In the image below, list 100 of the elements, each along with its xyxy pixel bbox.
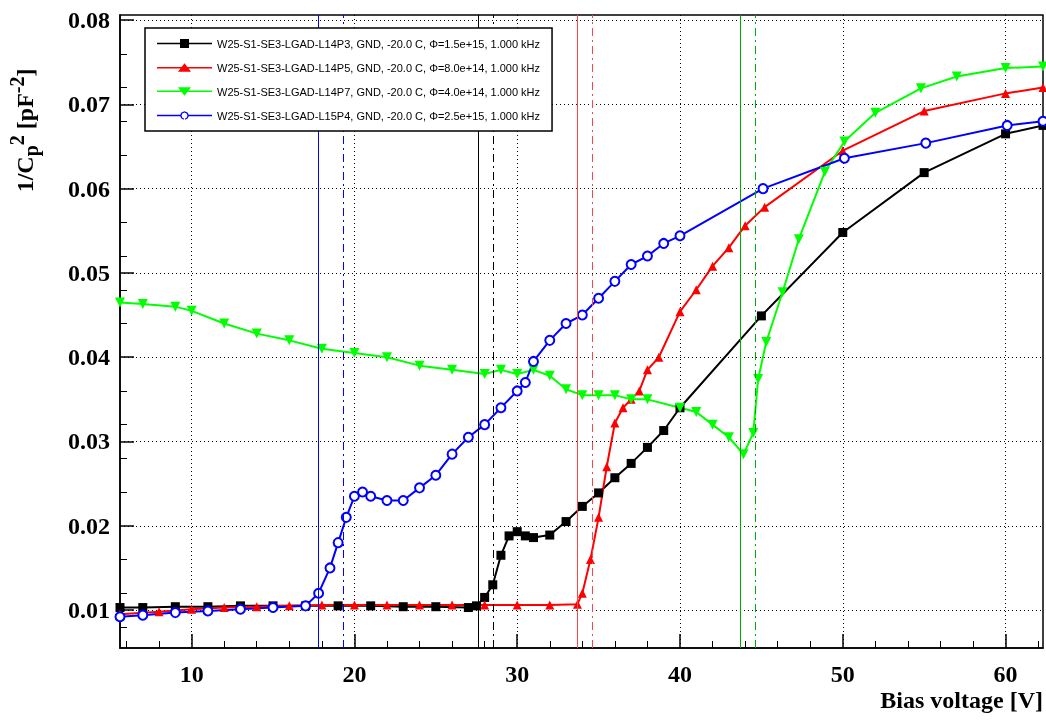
point bbox=[527, 355, 539, 367]
point bbox=[414, 482, 426, 494]
point bbox=[753, 374, 764, 385]
point bbox=[397, 495, 409, 506]
point bbox=[495, 364, 506, 375]
point bbox=[446, 448, 458, 460]
point bbox=[838, 227, 848, 237]
point bbox=[691, 406, 702, 417]
point bbox=[707, 419, 718, 430]
point bbox=[708, 261, 718, 271]
point bbox=[870, 107, 881, 118]
point bbox=[463, 603, 473, 613]
point bbox=[447, 364, 458, 375]
point bbox=[777, 287, 788, 298]
point bbox=[1001, 119, 1013, 131]
y-tick-label: 0.01 bbox=[68, 597, 110, 624]
point bbox=[495, 402, 507, 414]
point bbox=[1001, 88, 1011, 98]
point bbox=[365, 490, 377, 502]
point bbox=[431, 602, 441, 612]
point bbox=[219, 603, 229, 613]
legend-label: W25-S1-SE3-LGAD-L14P3, GND, -20.0 C, Φ=1.5e+15, 1.000 kHz bbox=[217, 37, 541, 50]
point bbox=[512, 600, 522, 610]
point bbox=[919, 168, 929, 178]
point bbox=[609, 275, 621, 287]
y-tick-label: 0.08 bbox=[68, 7, 110, 34]
point bbox=[398, 602, 408, 612]
point bbox=[462, 431, 474, 443]
point bbox=[114, 611, 126, 623]
point bbox=[618, 403, 628, 413]
point bbox=[504, 531, 514, 541]
point bbox=[1000, 63, 1011, 74]
point bbox=[577, 588, 587, 598]
point bbox=[919, 106, 929, 116]
point bbox=[348, 490, 360, 502]
point bbox=[544, 370, 555, 381]
point bbox=[234, 603, 246, 615]
x-tick-label: 40 bbox=[667, 661, 692, 687]
point bbox=[642, 442, 652, 452]
point bbox=[187, 604, 197, 614]
point bbox=[512, 527, 522, 537]
point bbox=[545, 600, 555, 610]
point bbox=[115, 603, 125, 613]
y-tick-label: 0.06 bbox=[68, 175, 110, 202]
point bbox=[545, 530, 555, 540]
point bbox=[577, 390, 588, 401]
point bbox=[609, 390, 620, 401]
point bbox=[658, 237, 670, 249]
point bbox=[593, 292, 605, 304]
point bbox=[757, 183, 769, 195]
x-tick-label: 20 bbox=[342, 661, 367, 687]
legend-label: W25-S1-SE3-LGAD-L15P4, GND, -20.0 C, Φ=2.5e+15, 1.000 kHz bbox=[217, 109, 541, 122]
point bbox=[761, 337, 772, 348]
point bbox=[381, 495, 393, 506]
point bbox=[447, 600, 457, 610]
point bbox=[511, 385, 523, 397]
point bbox=[561, 384, 572, 395]
point bbox=[723, 432, 734, 443]
point bbox=[659, 426, 669, 436]
point bbox=[626, 458, 636, 468]
y-tick-label: 0.02 bbox=[68, 512, 110, 539]
point bbox=[951, 71, 962, 82]
point bbox=[202, 605, 214, 617]
point bbox=[642, 365, 652, 375]
point bbox=[610, 473, 620, 483]
point bbox=[738, 449, 749, 460]
point bbox=[137, 609, 149, 621]
point bbox=[333, 601, 343, 611]
point bbox=[357, 486, 369, 498]
point bbox=[593, 390, 604, 401]
point bbox=[496, 550, 506, 560]
point bbox=[170, 301, 181, 312]
point bbox=[480, 600, 490, 610]
legend-label: W25-S1-SE3-LGAD-L14P5, GND, -20.0 C, Φ=8.0e+14, 1.000 kHz bbox=[217, 61, 541, 74]
point bbox=[625, 258, 637, 270]
point bbox=[920, 137, 932, 149]
point bbox=[839, 136, 850, 147]
point bbox=[641, 250, 653, 262]
point bbox=[594, 488, 604, 498]
x-tick-label: 30 bbox=[505, 661, 530, 687]
x-axis-title: Bias voltage [V] bbox=[880, 687, 1043, 713]
point bbox=[317, 600, 327, 610]
y-tick-label: 0.07 bbox=[68, 91, 110, 118]
point bbox=[382, 600, 392, 610]
point bbox=[760, 202, 770, 212]
point bbox=[488, 580, 498, 590]
x-tick-label: 60 bbox=[993, 661, 1018, 687]
point bbox=[512, 369, 523, 380]
point bbox=[528, 533, 538, 543]
point bbox=[169, 607, 181, 619]
y-tick-label: 0.04 bbox=[68, 344, 110, 371]
x-tick-label: 50 bbox=[830, 661, 855, 687]
point bbox=[137, 299, 148, 310]
point bbox=[1038, 82, 1046, 92]
point bbox=[793, 234, 804, 245]
point bbox=[577, 501, 587, 511]
point bbox=[674, 230, 686, 242]
point bbox=[251, 328, 262, 339]
point bbox=[154, 607, 164, 617]
point bbox=[480, 592, 490, 602]
